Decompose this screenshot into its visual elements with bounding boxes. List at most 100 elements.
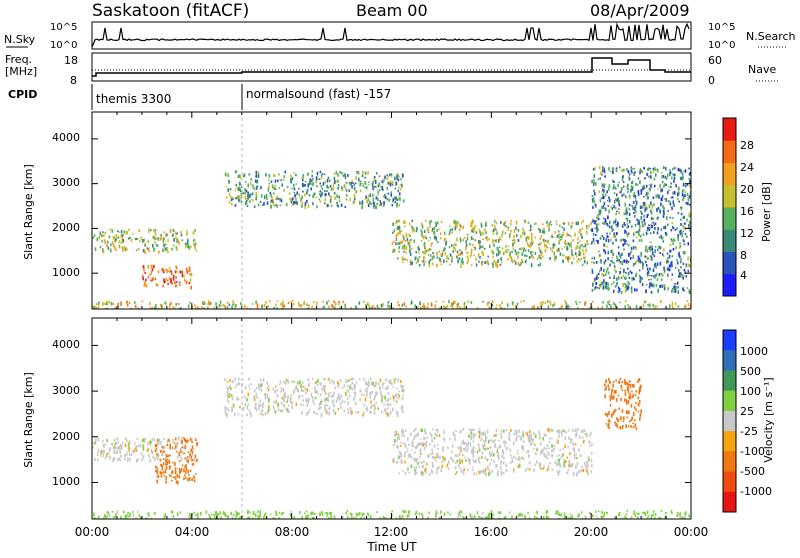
velocity-ytick: 3000 bbox=[52, 384, 80, 397]
power-data-cell bbox=[636, 259, 638, 262]
power-data-cell bbox=[673, 191, 676, 195]
velocity-data-cell bbox=[586, 470, 589, 473]
power-data-cell bbox=[608, 198, 611, 203]
velocity-data-cell bbox=[408, 443, 410, 446]
power-data-cell bbox=[174, 284, 177, 288]
velocity-data-cell bbox=[612, 410, 615, 415]
power-data-cell bbox=[602, 167, 605, 170]
power-data-cell bbox=[656, 217, 659, 220]
power-data-cell bbox=[165, 277, 167, 281]
power-data-cell bbox=[359, 189, 362, 192]
velocity-data-cell bbox=[613, 395, 615, 399]
power-data-cell bbox=[304, 201, 307, 206]
power-data-cell bbox=[235, 197, 237, 200]
velocity-data-cell bbox=[397, 393, 400, 396]
power-data-cell bbox=[595, 261, 598, 264]
power-data-cell bbox=[513, 238, 515, 242]
power-data-cell bbox=[666, 268, 669, 270]
power-data-cell bbox=[238, 198, 240, 203]
velocity-data-cell bbox=[443, 429, 445, 432]
power-data-cell bbox=[533, 223, 536, 225]
velocity-data-cell bbox=[472, 454, 475, 458]
velocity-data-cell bbox=[120, 446, 123, 450]
power-data-cell bbox=[177, 303, 180, 305]
velocity-data-cell bbox=[163, 446, 166, 449]
power-data-cell bbox=[478, 247, 481, 250]
power-data-cell bbox=[612, 228, 614, 231]
power-data-cell bbox=[607, 271, 610, 275]
power-data-cell bbox=[680, 272, 682, 275]
power-data-cell bbox=[442, 300, 445, 303]
velocity-data-cell bbox=[551, 437, 553, 440]
power-data-cell bbox=[664, 225, 667, 230]
velocity-data-cell bbox=[180, 436, 183, 439]
velocity-data-cell bbox=[430, 434, 433, 438]
velocity-data-cell bbox=[467, 441, 470, 444]
power-data-cell bbox=[290, 179, 292, 183]
velocity-data-cell bbox=[464, 456, 466, 459]
power-data-cell bbox=[577, 242, 579, 244]
velocity-data-cell bbox=[502, 440, 504, 443]
velocity-data-cell bbox=[638, 418, 641, 421]
velocity-data-cell bbox=[421, 515, 424, 519]
power-data-cell bbox=[441, 251, 444, 254]
power-data-cell bbox=[625, 207, 628, 210]
velocity-data-cell bbox=[621, 409, 624, 413]
power-data-cell bbox=[592, 237, 595, 242]
power-data-cell bbox=[643, 206, 645, 209]
power-data-cell bbox=[372, 193, 374, 197]
velocity-data-cell bbox=[629, 393, 631, 397]
velocity-data-cell bbox=[518, 435, 520, 438]
velocity-data-cell bbox=[478, 427, 481, 430]
velocity-data-cell bbox=[435, 511, 438, 514]
power-data-cell bbox=[180, 233, 183, 237]
velocity-data-cell bbox=[392, 378, 395, 380]
velocity-data-cell bbox=[313, 402, 315, 405]
power-colorbar-ticks: 4 8 12 16 20 24 28 bbox=[740, 139, 754, 282]
power-data-cell bbox=[673, 290, 676, 293]
power-data-cell bbox=[652, 268, 655, 272]
power-data-cell bbox=[95, 303, 98, 305]
velocity-data-cell bbox=[623, 398, 626, 402]
velocity-data-cell bbox=[615, 379, 617, 382]
power-data-cell bbox=[657, 227, 659, 231]
power-data-cell bbox=[667, 260, 669, 263]
power-data-cell bbox=[386, 177, 388, 181]
velocity-data-cell bbox=[503, 440, 505, 445]
velocity-data-cell bbox=[615, 423, 618, 427]
velocity-data-cell bbox=[424, 437, 426, 440]
velocity-data-cell bbox=[306, 516, 309, 519]
velocity-data-cell bbox=[151, 438, 154, 441]
power-data-cell bbox=[103, 238, 106, 242]
power-data-cell bbox=[612, 167, 614, 171]
power-data-cell bbox=[679, 261, 682, 264]
power-data-cell bbox=[397, 178, 400, 182]
power-data-cell bbox=[128, 301, 131, 305]
power-data-cell bbox=[130, 307, 133, 309]
velocity-data-cell bbox=[350, 517, 353, 519]
power-data-cell bbox=[451, 227, 454, 232]
power-data-cell bbox=[247, 194, 249, 198]
power-data-cell bbox=[649, 183, 651, 186]
velocity-data-cell bbox=[435, 512, 437, 516]
velocity-data-cell bbox=[459, 460, 461, 465]
power-data-cell bbox=[626, 185, 628, 188]
power-data-cell bbox=[493, 228, 495, 232]
power-data-cell bbox=[628, 194, 631, 199]
velocity-panel-frame bbox=[91, 317, 692, 520]
velocity-data-cell bbox=[606, 512, 608, 514]
power-data-cell bbox=[99, 245, 102, 249]
velocity-data-cell bbox=[605, 379, 607, 383]
power-data-cell bbox=[95, 306, 98, 309]
power-data-cell bbox=[645, 207, 648, 211]
power-data-cell bbox=[436, 251, 438, 256]
power-data-cell bbox=[635, 231, 637, 234]
power-data-cell bbox=[397, 301, 399, 304]
velocity-data-cell bbox=[106, 452, 108, 455]
power-data-cell bbox=[672, 200, 675, 205]
power-data-cell bbox=[670, 182, 672, 185]
velocity-data-cell bbox=[286, 400, 288, 403]
power-data-cell bbox=[607, 239, 610, 243]
power-data-cell bbox=[645, 264, 648, 267]
power-data-cell bbox=[606, 304, 608, 308]
